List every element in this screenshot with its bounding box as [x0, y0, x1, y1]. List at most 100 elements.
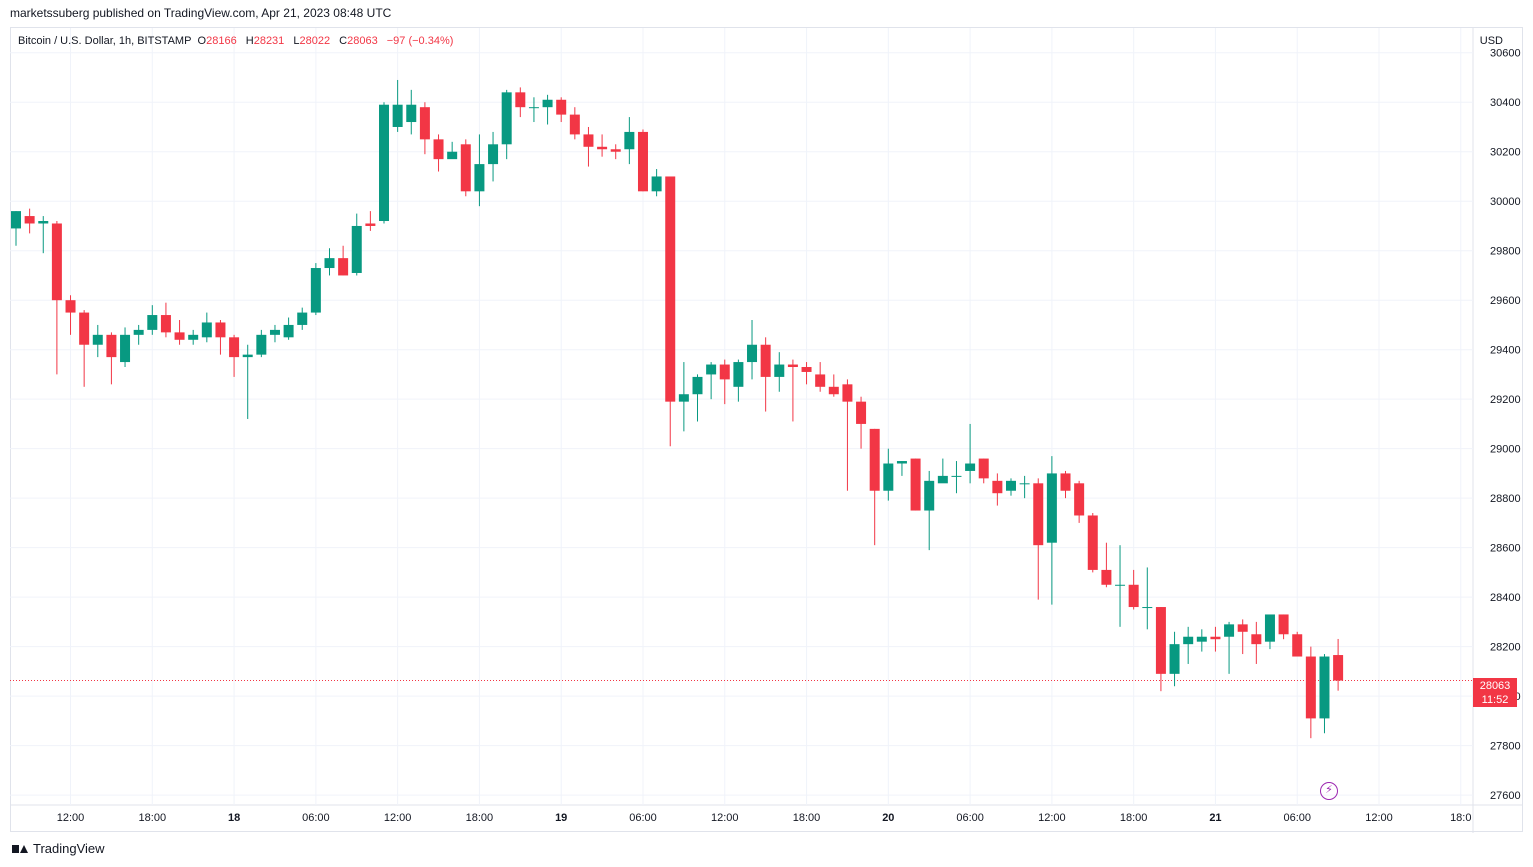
- candle-body[interactable]: [24, 216, 35, 224]
- candle-body[interactable]: [883, 463, 894, 491]
- candle-body[interactable]: [1278, 614, 1289, 635]
- candle-body[interactable]: [501, 92, 512, 145]
- candle-body[interactable]: [447, 151, 458, 160]
- candle-body[interactable]: [1046, 473, 1057, 543]
- candle-body[interactable]: [488, 144, 499, 165]
- candle-body[interactable]: [1060, 473, 1071, 491]
- candle-body[interactable]: [474, 164, 485, 192]
- candlestick-chart[interactable]: 2760027800280002820028400286002880029000…: [10, 28, 1523, 833]
- candle-body[interactable]: [1333, 655, 1344, 681]
- candle-body[interactable]: [419, 107, 430, 140]
- candle-body[interactable]: [1115, 584, 1126, 586]
- candle-body[interactable]: [297, 312, 308, 325]
- candle-body[interactable]: [460, 144, 471, 192]
- candle-body[interactable]: [79, 312, 90, 345]
- candle-body[interactable]: [133, 329, 144, 335]
- candle-body[interactable]: [1074, 483, 1085, 516]
- candle-body[interactable]: [692, 376, 703, 395]
- candle-body[interactable]: [556, 99, 567, 115]
- candle-body[interactable]: [310, 268, 321, 313]
- candle-body[interactable]: [406, 104, 417, 123]
- candle-body[interactable]: [392, 104, 403, 127]
- candle-body[interactable]: [815, 374, 826, 387]
- candle-body[interactable]: [801, 367, 812, 372]
- candle-body[interactable]: [992, 480, 1003, 494]
- candle-body[interactable]: [92, 334, 103, 345]
- candle-body[interactable]: [1155, 607, 1166, 674]
- candle-body[interactable]: [160, 315, 171, 333]
- candle-body[interactable]: [1237, 624, 1248, 632]
- candle-body[interactable]: [774, 364, 785, 377]
- candle-body[interactable]: [1101, 569, 1112, 585]
- candle-body[interactable]: [842, 384, 853, 402]
- candle-body[interactable]: [379, 104, 390, 222]
- candle-body[interactable]: [215, 322, 226, 338]
- candle-body[interactable]: [978, 458, 989, 479]
- candle-body[interactable]: [256, 334, 267, 355]
- candle-body[interactable]: [896, 461, 907, 464]
- candle-body[interactable]: [719, 364, 730, 380]
- candle-body[interactable]: [597, 146, 608, 150]
- candle-body[interactable]: [106, 334, 117, 358]
- candle-body[interactable]: [706, 364, 717, 375]
- candle-body[interactable]: [1033, 483, 1044, 546]
- candle-body[interactable]: [120, 334, 131, 363]
- candle-body[interactable]: [678, 394, 689, 402]
- candle-body[interactable]: [1251, 634, 1262, 645]
- candle-body[interactable]: [937, 475, 948, 484]
- candle-body[interactable]: [1019, 483, 1030, 485]
- candle-body[interactable]: [1142, 607, 1153, 609]
- candle-body[interactable]: [51, 223, 62, 301]
- candle-body[interactable]: [760, 344, 771, 377]
- candle-body[interactable]: [338, 258, 349, 276]
- candle-body[interactable]: [174, 332, 185, 340]
- candle-body[interactable]: [1305, 656, 1316, 719]
- candle-body[interactable]: [951, 475, 962, 477]
- candle-body[interactable]: [651, 176, 662, 192]
- candle-body[interactable]: [283, 324, 294, 338]
- candle-body[interactable]: [351, 225, 362, 273]
- lightning-icon[interactable]: ⚡: [1320, 782, 1338, 800]
- candle-body[interactable]: [1005, 480, 1016, 491]
- candle-body[interactable]: [1224, 624, 1235, 637]
- candle-body[interactable]: [433, 139, 444, 160]
- candle-body[interactable]: [733, 362, 744, 387]
- candle-body[interactable]: [1183, 636, 1194, 645]
- candle-body[interactable]: [1087, 515, 1098, 570]
- candle-body[interactable]: [242, 354, 253, 358]
- candle-body[interactable]: [528, 107, 539, 109]
- candle-body[interactable]: [515, 92, 526, 108]
- candle-body[interactable]: [869, 428, 880, 491]
- candle-body[interactable]: [856, 401, 867, 424]
- candle-body[interactable]: [747, 344, 758, 363]
- candle-body[interactable]: [1319, 656, 1330, 719]
- candle-body[interactable]: [665, 176, 676, 402]
- candle-body[interactable]: [1292, 634, 1303, 657]
- candle-body[interactable]: [1169, 644, 1180, 674]
- candle-body[interactable]: [569, 114, 580, 135]
- candle-body[interactable]: [38, 221, 49, 224]
- candle-body[interactable]: [201, 322, 212, 338]
- candle-body[interactable]: [965, 463, 976, 471]
- symbol-legend[interactable]: Bitcoin / U.S. Dollar, 1h, BITSTAMP O281…: [18, 35, 453, 47]
- candle-body[interactable]: [188, 334, 199, 340]
- candle-body[interactable]: [1210, 636, 1221, 640]
- candle-body[interactable]: [542, 99, 553, 108]
- currency-label[interactable]: USD: [1479, 35, 1503, 47]
- candle-body[interactable]: [787, 364, 798, 368]
- candle-body[interactable]: [624, 131, 635, 150]
- candle-body[interactable]: [324, 258, 335, 269]
- candle-body[interactable]: [828, 386, 839, 395]
- candle-body[interactable]: [11, 211, 21, 229]
- candle-body[interactable]: [65, 300, 76, 313]
- candle-body[interactable]: [924, 480, 935, 511]
- candle-body[interactable]: [147, 315, 158, 330]
- candle-body[interactable]: [637, 131, 648, 192]
- candle-body[interactable]: [610, 149, 621, 152]
- tradingview-logo[interactable]: TradingView: [12, 841, 105, 856]
- candle-body[interactable]: [269, 329, 280, 335]
- candle-body[interactable]: [229, 337, 240, 358]
- candle-body[interactable]: [583, 134, 594, 147]
- candle-body[interactable]: [1128, 584, 1139, 608]
- candle-body[interactable]: [1264, 614, 1275, 642]
